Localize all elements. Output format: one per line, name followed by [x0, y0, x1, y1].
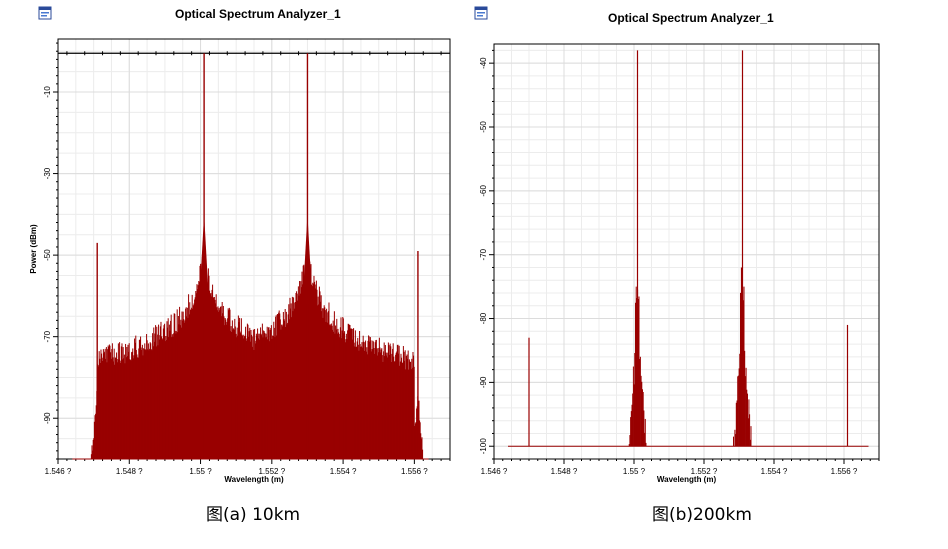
chart-panel-a: Optical Spectrum Analyzer_1 1.546 ? 1.548…: [29, 6, 451, 525]
chart-panel-b: Optical Spectrum Analyzer_1 1.546 ? 1.548…: [474, 0, 948, 549]
y-tick-label: -90: [43, 412, 52, 424]
y-tick-label: -100: [479, 438, 488, 455]
x-tick-label: 1.554 ?: [761, 467, 788, 476]
x-tick-label: 1.55 ?: [189, 467, 212, 476]
y-tick-label: -70: [43, 330, 52, 342]
y-tick-label: -80: [479, 312, 488, 324]
spectrum-chart-a: 1.546 ? 1.548 ? 1.55 ? 1.552 ? 1.554 ? 1.556 …: [29, 38, 451, 484]
y-tick-label: -40: [479, 57, 488, 69]
y-tick-label: -90: [479, 376, 488, 388]
figure-caption: 图(a) 10km: [206, 505, 301, 525]
figure-caption: 图(b)200km: [652, 505, 752, 525]
spectrum-trace: [628, 286, 752, 447]
x-tick-label: 1.556 ?: [831, 467, 858, 476]
chart-title: Optical Spectrum Analyzer_1: [608, 11, 774, 25]
x-tick-label: 1.546 ?: [481, 467, 508, 476]
window-app-icon: [38, 6, 52, 20]
spectrum-peak-base: [302, 214, 313, 305]
spectrum-chart-b: 1.546 ? 1.548 ? 1.55 ? 1.552 ? 1.554 ? 1.556 …: [479, 43, 880, 484]
x-tick-label: 1.55 ?: [623, 467, 646, 476]
y-tick-label: -60: [479, 185, 488, 197]
y-tick-label: -10: [43, 86, 52, 98]
chart-title: Optical Spectrum Analyzer_1: [175, 7, 341, 21]
y-tick-label: -30: [43, 167, 52, 179]
x-tick-label: 1.548 ?: [116, 467, 143, 476]
x-axis-label: Wavelength (m): [657, 475, 717, 484]
grid: [493, 44, 880, 460]
x-axis-label: Wavelength (m): [224, 475, 284, 484]
x-tick-label: 1.548 ?: [551, 467, 578, 476]
y-axis-label: Power (dBm): [29, 224, 38, 274]
x-tick-label: 1.552 ?: [691, 467, 718, 476]
y-tick-label: -50: [479, 121, 488, 133]
spectrum-trace: [90, 253, 424, 459]
x-tick-label: 1.552 ?: [258, 467, 285, 476]
x-tick-label: 1.554 ?: [330, 467, 357, 476]
window-app-icon: [474, 6, 488, 20]
y-tick-label: -50: [43, 249, 52, 261]
x-tick-label: 1.556 ?: [401, 467, 428, 476]
y-tick-label: -70: [479, 248, 488, 260]
x-tick-label: 1.546 ?: [45, 467, 72, 476]
spectrum-peak-base: [199, 214, 210, 305]
